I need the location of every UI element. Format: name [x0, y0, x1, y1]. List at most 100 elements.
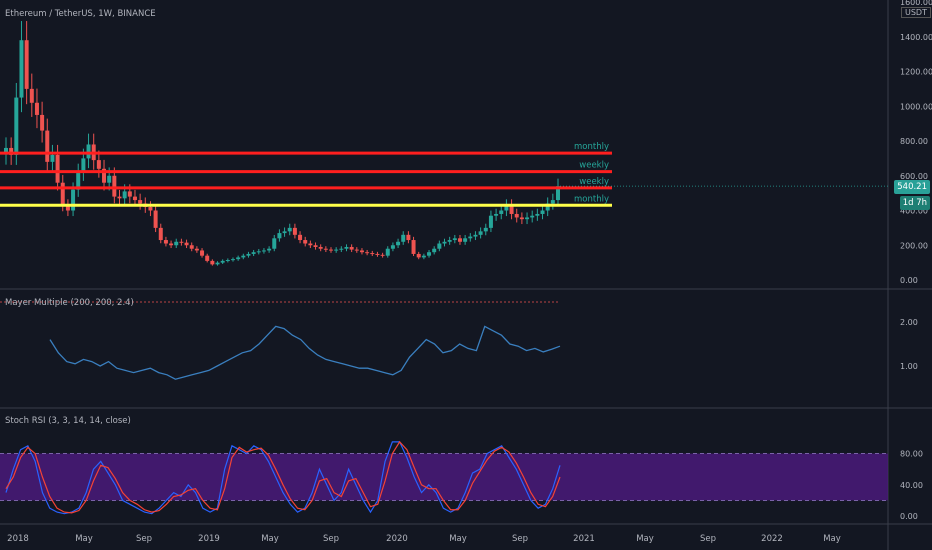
- time-tick-label: Sep: [700, 534, 716, 544]
- candle: [138, 200, 143, 204]
- time-tick-label: 2019: [198, 534, 220, 544]
- candle: [40, 114, 45, 131]
- candle: [468, 236, 473, 239]
- candle: [256, 251, 261, 253]
- candle: [452, 238, 457, 241]
- time-tick-label: Sep: [512, 534, 528, 544]
- candle: [76, 172, 81, 190]
- level-label: weekly: [579, 177, 609, 187]
- candle: [494, 213, 499, 216]
- candle: [432, 248, 437, 253]
- candle: [277, 233, 282, 239]
- stoch-band: [0, 453, 888, 501]
- price-tick-label: 800.00: [900, 137, 928, 146]
- time-tick-label: May: [449, 534, 467, 544]
- candle: [365, 252, 370, 254]
- candle: [339, 248, 344, 250]
- candle: [298, 234, 303, 241]
- candle: [519, 217, 524, 220]
- candle: [556, 186, 560, 201]
- candle: [427, 252, 432, 256]
- stoch-line: [5, 441, 561, 515]
- stoch-line: [5, 440, 561, 514]
- candle: [437, 243, 442, 249]
- mayer-tick-label: 2.00: [900, 318, 918, 327]
- candle: [406, 234, 411, 241]
- candle: [385, 248, 390, 256]
- candle: [24, 40, 29, 89]
- time-tick-label: May: [636, 534, 654, 544]
- stoch-title[interactable]: Stoch RSI (3, 3, 14, 14, close): [5, 416, 131, 426]
- candle: [550, 200, 555, 204]
- candle: [19, 40, 24, 98]
- candle: [45, 130, 50, 162]
- candle: [514, 213, 519, 218]
- candle: [246, 253, 251, 256]
- candle: [442, 241, 447, 244]
- candle: [9, 147, 14, 155]
- candle: [14, 97, 19, 155]
- candle: [359, 250, 364, 253]
- candle: [323, 248, 328, 250]
- candle: [303, 240, 308, 244]
- symbol-title[interactable]: Ethereum / TetherUS, 1W, BINANCE: [5, 9, 156, 19]
- time-tick-label: 2018: [7, 534, 29, 544]
- candle: [416, 253, 421, 258]
- candle: [272, 238, 277, 249]
- candle: [287, 227, 292, 232]
- candle: [241, 255, 246, 258]
- candle: [34, 102, 39, 115]
- candle: [230, 259, 235, 261]
- candle: [122, 191, 127, 199]
- candle: [96, 160, 101, 169]
- price-tick-label: 1400.00: [900, 33, 932, 42]
- candle: [81, 158, 86, 173]
- candle: [261, 250, 266, 252]
- candle: [205, 255, 210, 261]
- price-tick-label: 400.00: [900, 207, 928, 216]
- currency-label[interactable]: USDT: [901, 7, 931, 18]
- candle: [411, 240, 416, 254]
- candle: [282, 231, 287, 234]
- candle: [102, 168, 107, 183]
- candle: [174, 241, 179, 246]
- candle: [225, 260, 230, 262]
- time-tick-label: 2020: [386, 534, 408, 544]
- candle: [535, 213, 540, 216]
- countdown-tag: 1d 7h: [899, 196, 930, 210]
- candle: [71, 189, 76, 211]
- candle: [401, 234, 406, 242]
- price-tick-label: 1000.00: [900, 102, 932, 111]
- candle: [504, 205, 509, 211]
- time-tick-label: May: [261, 534, 279, 544]
- candle: [478, 231, 483, 235]
- candle: [318, 246, 323, 249]
- candle: [334, 249, 339, 251]
- candle: [545, 203, 550, 211]
- candle: [509, 205, 514, 214]
- candle: [463, 238, 468, 242]
- candle: [60, 182, 65, 206]
- candle: [210, 260, 215, 265]
- candle: [421, 255, 426, 258]
- candle: [267, 248, 272, 251]
- time-tick-label: Sep: [136, 534, 152, 544]
- candle: [236, 257, 241, 260]
- candle: [189, 245, 194, 249]
- level-label: monthly: [574, 194, 609, 204]
- candle: [220, 260, 225, 263]
- candle: [344, 246, 349, 249]
- candle: [169, 243, 174, 246]
- candle: [163, 240, 168, 244]
- candle: [86, 144, 91, 159]
- candle: [251, 252, 256, 254]
- level-label: weekly: [579, 161, 609, 171]
- candle: [530, 215, 535, 218]
- candle: [525, 217, 530, 220]
- candle: [215, 262, 220, 265]
- time-tick-label: May: [75, 534, 93, 544]
- candle: [390, 245, 395, 249]
- mayer-title[interactable]: Mayer Multiple (200, 200, 2.4): [5, 298, 134, 308]
- candle: [313, 245, 318, 247]
